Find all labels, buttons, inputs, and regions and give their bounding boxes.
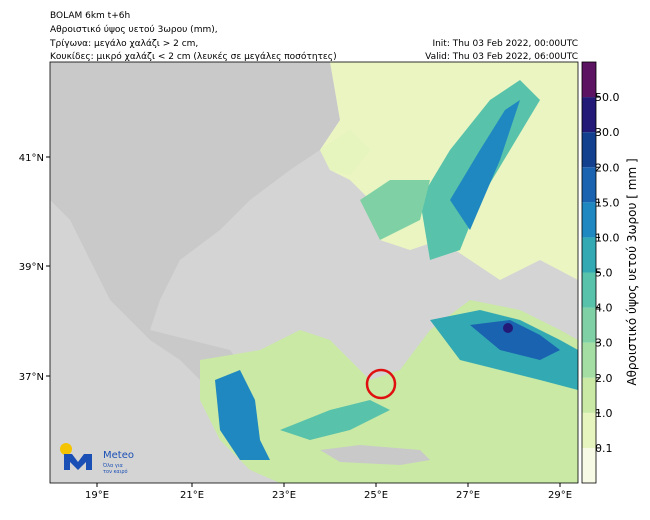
lon-label: 25°E — [364, 490, 388, 501]
header-line: Κουκίδες: μικρό χαλάζι < 2 cm (λευκές σε… — [50, 51, 337, 62]
colorbar-segment — [582, 272, 596, 308]
colorbar-segment — [582, 447, 596, 483]
colorbar-tick-label: 10.0 — [595, 231, 620, 244]
init-time: Init: Thu 03 Feb 2022, 00:00UTC — [432, 39, 578, 49]
colorbar-label: Αθροιστικό ύψος υετού 3ωρου [ mm ] — [625, 158, 639, 385]
colorbar-segment — [582, 62, 596, 98]
lon-label: 19°E — [85, 490, 109, 501]
colorbar: 0.1 1.0 2.0 3.0 4.0 5.0 10.0 15.0 20.0 30.0 50.0 — [581, 61, 620, 484]
highlight-circle — [365, 368, 397, 400]
lon-label: 29°E — [548, 490, 572, 501]
colorbar-tick-label: 0.1 — [595, 442, 613, 455]
lon-label: 21°E — [180, 490, 204, 501]
colorbar-tick-label: 3.0 — [595, 337, 613, 350]
header-line: Αθροιστικό ύψος υετού 3ωρου (mm), — [50, 24, 218, 35]
colorbar-segment — [582, 97, 596, 133]
colorbar-tick-label: 15.0 — [595, 196, 620, 209]
logo-slogan: Όλα για — [102, 462, 124, 469]
colorbar-segment — [582, 202, 596, 238]
header-line: BOLAM 6km t+6h — [50, 11, 130, 21]
colorbar-segment — [582, 132, 596, 168]
colorbar-tick-label: 4.0 — [595, 302, 613, 315]
colorbar-segment — [582, 167, 596, 203]
colorbar-segment — [582, 307, 596, 343]
colorbar-segment — [582, 342, 596, 378]
logo: Meteo Όλα για τον καιρό — [60, 443, 134, 475]
map-frame — [49, 61, 579, 484]
lon-label: 23°E — [272, 490, 296, 501]
header: BOLAM 6km t+6h Αθροιστικό ύψος υετού 3ωρ… — [49, 11, 578, 62]
colorbar-segment — [582, 237, 596, 273]
lon-label: 27°E — [456, 490, 480, 501]
colorbar-tick-label: 2.0 — [595, 372, 613, 385]
colorbar-segment — [582, 377, 596, 413]
logo-slogan: τον καιρό — [103, 468, 128, 475]
colorbar-tick-label: 50.0 — [595, 91, 620, 104]
colorbar-tick-label: 5.0 — [595, 267, 613, 280]
lat-label: 37°N — [19, 372, 44, 383]
colorbar-tick-label: 1.0 — [595, 407, 613, 420]
lat-label: 41°N — [19, 153, 44, 164]
map-area — [50, 62, 578, 483]
header-line: Τρίγωνα: μεγάλο χαλάζι > 2 cm, — [49, 39, 198, 49]
colorbar-tick-label: 30.0 — [595, 126, 620, 139]
valid-time: Valid: Thu 03 Feb 2022, 06:00UTC — [425, 52, 578, 62]
logo-name: Meteo — [103, 450, 134, 461]
colorbar-segment — [582, 412, 596, 448]
colorbar-tick-label: 20.0 — [595, 161, 620, 174]
lat-label: 39°N — [19, 262, 44, 273]
